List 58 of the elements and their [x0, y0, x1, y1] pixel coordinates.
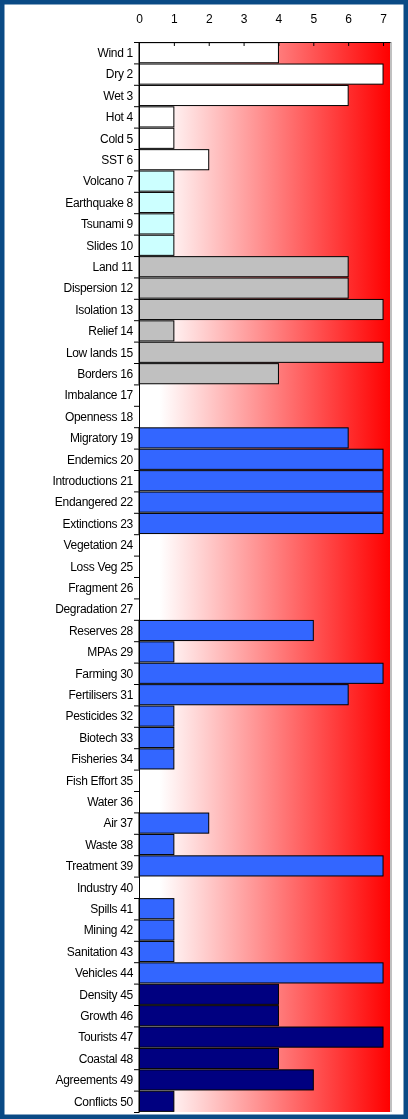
y-tick-label: Isolation 13	[75, 302, 134, 317]
y-tick-label: Fish Effort 35	[66, 773, 134, 788]
y-tick-label: Air 37	[103, 816, 134, 831]
y-tick-label: Density 45	[79, 987, 134, 1002]
y-tick-label: Wind 1	[97, 45, 134, 60]
y-tick-label: Mining 42	[83, 923, 134, 938]
y-tick-label: Dry 2	[105, 67, 134, 82]
y-tick-label: Relief 14	[88, 324, 134, 339]
y-tick-label: Fisheries 34	[71, 752, 134, 767]
y-tick-label: Water 36	[87, 794, 134, 809]
x-tick-label: 0	[136, 12, 144, 27]
y-tick-label: Farming 30	[75, 666, 134, 681]
y-tick-label: Volcano 7	[82, 174, 134, 189]
y-tick-label: Tsunami 9	[81, 217, 134, 232]
x-tick-label: 2	[205, 12, 213, 27]
y-tick-label: Degradation 27	[55, 602, 134, 617]
y-tick-label: Endangered 22	[54, 495, 134, 510]
y-tick-label: Fragment 26	[68, 580, 134, 595]
y-tick-label: Vegetation 24	[63, 538, 134, 553]
y-tick-label: Wet 3	[103, 88, 134, 103]
y-tick-label: Industry 40	[76, 880, 134, 895]
y-tick-label: Openness 18	[64, 409, 134, 424]
y-tick-label: Agreements 49	[55, 1073, 134, 1088]
y-tick-label: SST 6	[101, 152, 134, 167]
y-tick-label: Fertilisers 31	[68, 687, 134, 702]
y-tick-label: MPAs 29	[87, 645, 134, 660]
y-tick-label: Tourists 47	[78, 1030, 134, 1045]
y-tick-label: Sanitation 43	[66, 944, 134, 959]
y-tick-label: Pesticides 32	[65, 709, 134, 724]
y-tick-label: Spills 41	[90, 901, 134, 916]
y-tick-label: Waste 38	[85, 837, 134, 852]
y-tick-label: Endemics 20	[66, 452, 134, 467]
x-tick-label: 5	[310, 12, 318, 27]
x-tick-label: 3	[240, 12, 248, 27]
x-tick-label: 4	[275, 12, 283, 27]
y-tick-label: Coastal 48	[78, 1051, 134, 1066]
y-tick-label: Migratory 19	[69, 431, 134, 446]
y-tick-label: Imbalance 17	[64, 388, 134, 403]
y-tick-label: Low lands 15	[65, 345, 134, 360]
x-tick-label: 7	[380, 12, 388, 27]
y-tick-label: Slides 10	[86, 238, 134, 253]
y-tick-label: Land 11	[92, 259, 134, 274]
y-tick-label: Cold 5	[100, 131, 134, 146]
y-tick-label: Vehicles 44	[74, 966, 134, 981]
y-tick-label: Treatment 39	[65, 859, 134, 874]
y-tick-label: Borders 16	[77, 366, 134, 381]
y-tick-label: Extinctions 23	[62, 516, 134, 531]
y-tick-label: Loss Veg 25	[70, 559, 134, 574]
x-tick-label: 1	[171, 12, 179, 27]
y-tick-label: Biotech 33	[79, 730, 134, 745]
y-tick-label: Hot 4	[105, 110, 134, 125]
x-tick-label: 6	[345, 12, 353, 27]
y-tick-label: Conflicts 50	[73, 1094, 134, 1109]
y-tick-label: Introductions 21	[52, 473, 134, 488]
y-tick-label: Dispersion 12	[63, 281, 134, 296]
y-tick-label: Growth 46	[80, 1008, 134, 1023]
y-tick-label: Earthquake 8	[65, 195, 134, 210]
y-tick-label: Reserves 28	[68, 623, 134, 638]
